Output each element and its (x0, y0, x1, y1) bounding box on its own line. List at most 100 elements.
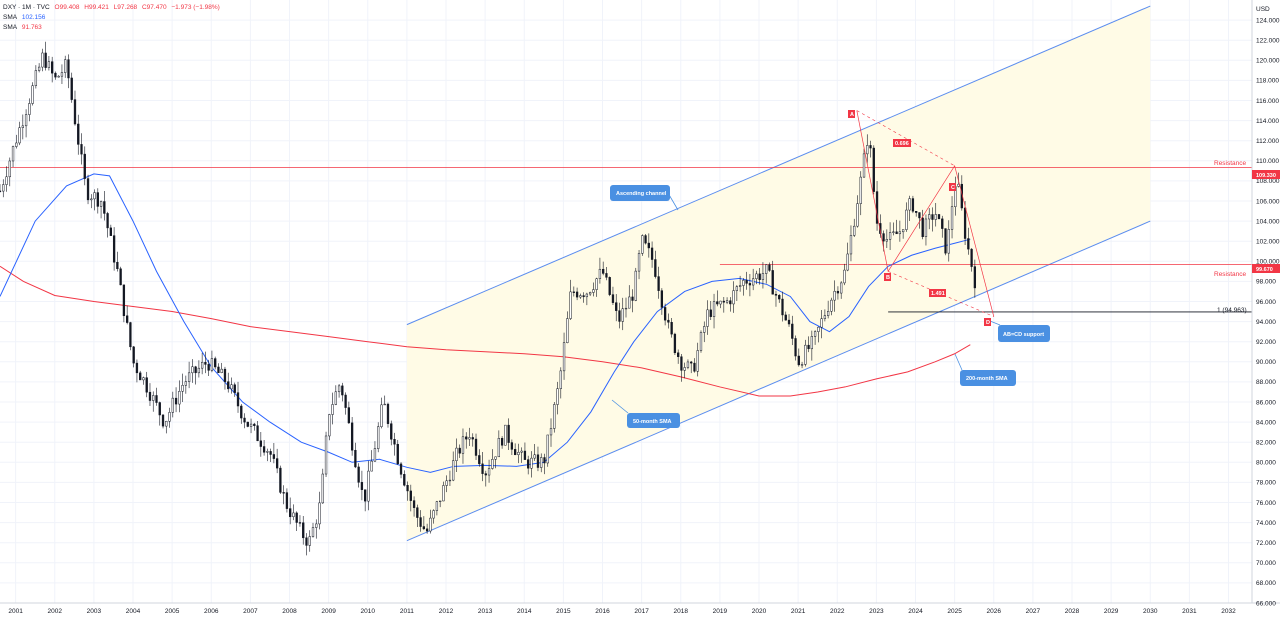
candle (347, 401, 351, 424)
change-value: −1.973 (−1.98%) (171, 4, 220, 11)
callout-sma200[interactable]: 200-month SMA (954, 353, 1016, 386)
candle (406, 481, 409, 501)
candle (439, 500, 442, 508)
candle (517, 443, 520, 464)
candle (295, 511, 298, 532)
candle (5, 166, 8, 192)
candle (641, 234, 644, 256)
candle (709, 301, 712, 320)
candle (341, 382, 344, 402)
candle (624, 297, 628, 318)
candle (758, 267, 761, 285)
candle (696, 342, 699, 377)
candle (732, 281, 735, 313)
candle (690, 360, 693, 374)
candle (155, 387, 158, 406)
candle (683, 362, 686, 379)
candle (302, 516, 305, 545)
svg-text:200-month SMA: 200-month SMA (966, 376, 1008, 382)
price-badge-top (1252, 170, 1280, 179)
candle (364, 489, 367, 512)
candle (807, 336, 810, 353)
candle (249, 418, 253, 434)
candle (654, 250, 657, 279)
callout-abcd-support[interactable]: AB=CD support (989, 320, 1050, 342)
candle (500, 436, 504, 449)
candle (350, 416, 354, 456)
candle (963, 200, 967, 245)
candle (236, 381, 240, 413)
candle (771, 260, 774, 295)
candle (256, 421, 259, 442)
candle (357, 463, 360, 488)
channel-upper-line[interactable] (406, 5, 1151, 326)
abcd-pattern[interactable] (856, 110, 995, 317)
candle (73, 90, 77, 126)
candle (611, 286, 615, 305)
candle (337, 383, 341, 398)
candle (579, 293, 582, 299)
candle (856, 195, 859, 228)
candle (543, 453, 546, 475)
candle (549, 418, 553, 447)
candle (181, 373, 184, 402)
candle (481, 452, 484, 482)
price-tick-label: 110.000 (1256, 158, 1279, 165)
price-axis[interactable]: 66.000 68.000 70.000 72.000 74.000 76.000 78.0… (1256, 17, 1280, 607)
candle (318, 491, 321, 530)
candle (875, 180, 879, 231)
candle (967, 227, 970, 255)
candle (530, 451, 533, 478)
candle (566, 311, 569, 344)
candle (761, 262, 765, 289)
candle (328, 413, 331, 441)
candle (928, 208, 931, 230)
channel-lower-line[interactable] (406, 220, 1151, 542)
price-tick-label: 86.000 (1256, 399, 1276, 406)
candle (240, 404, 243, 424)
candle (468, 427, 471, 447)
resistance-label-mid: Resistance (1214, 271, 1247, 278)
candle (719, 300, 722, 309)
candle (70, 72, 73, 103)
callout-ascending-channel[interactable]: Ascending channel (610, 185, 679, 211)
candle (31, 82, 34, 106)
time-tick-label: 2024 (908, 608, 923, 615)
candle (253, 422, 256, 431)
candle (51, 56, 54, 83)
candle (605, 267, 608, 281)
candle (15, 134, 18, 149)
candle (370, 450, 373, 472)
callout-sma50[interactable]: 50-month SMA (611, 399, 680, 428)
time-tick-label: 2003 (87, 608, 102, 615)
candle (670, 318, 673, 338)
candle (637, 249, 641, 280)
candle (755, 270, 758, 285)
candle (315, 519, 318, 539)
candle (178, 380, 181, 413)
candle (491, 449, 494, 470)
candle (849, 225, 853, 262)
candle (862, 148, 866, 178)
candle (794, 335, 797, 361)
candle (523, 442, 527, 460)
time-axis[interactable]: 2001 2002 2003 2004 2005 2006 2007 2008 2009 2010… (8, 608, 1236, 615)
candle (950, 196, 954, 239)
candle (513, 443, 517, 456)
candle (575, 287, 579, 301)
candle (243, 413, 246, 429)
candle (582, 292, 585, 303)
candle (879, 214, 882, 238)
sma200-value: 91.763 (21, 24, 42, 31)
price-tick-label: 116.000 (1256, 98, 1279, 105)
svg-text:50-month SMA: 50-month SMA (633, 419, 672, 425)
candle (712, 293, 716, 329)
time-tick-label: 2032 (1221, 608, 1236, 615)
candle (380, 397, 383, 429)
svg-text:C: C (951, 185, 955, 191)
price-tick-label: 72.000 (1256, 540, 1276, 547)
candle (520, 447, 523, 463)
candle (396, 439, 399, 465)
candle (833, 280, 836, 312)
